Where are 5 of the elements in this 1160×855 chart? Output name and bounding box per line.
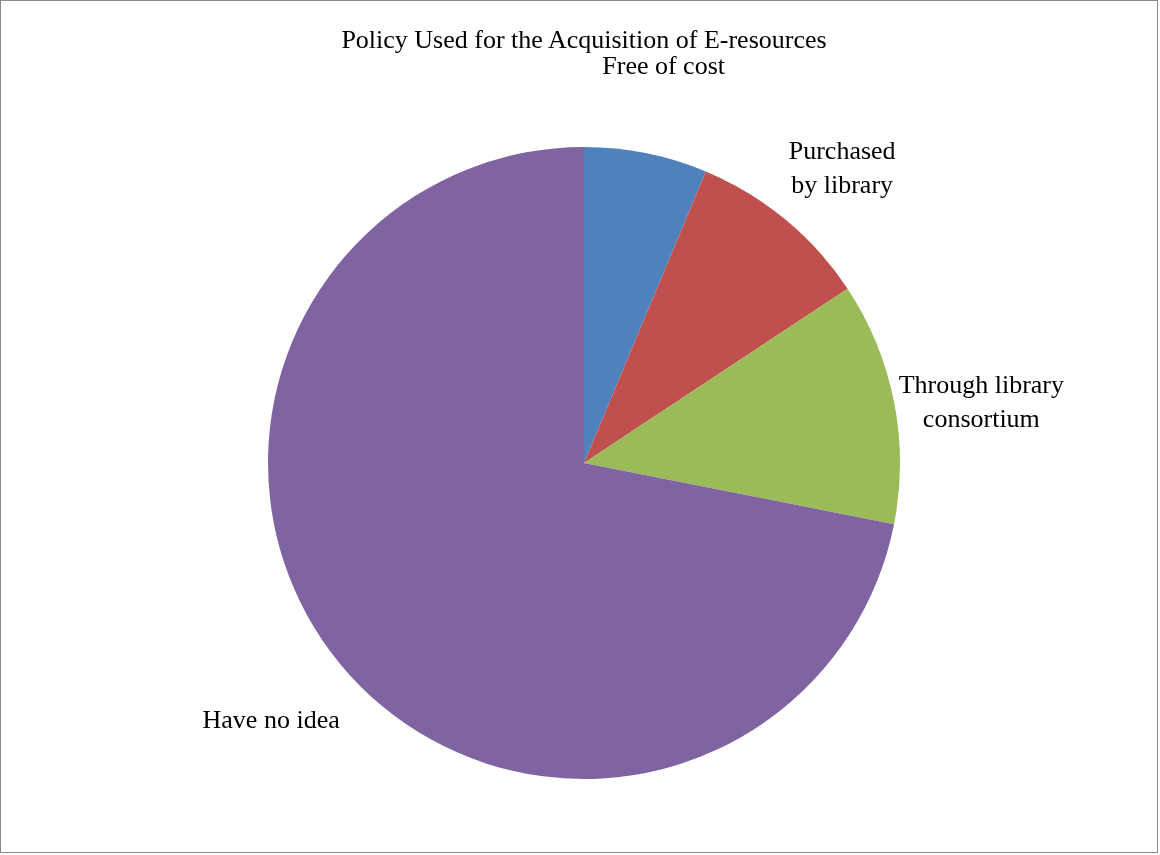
slice-label: Have no idea	[202, 705, 341, 735]
pie-slice	[584, 288, 900, 525]
slice-label: Through library consortium	[898, 369, 1065, 433]
pie-slice	[584, 147, 706, 463]
slice-label: Purchased by library	[788, 135, 896, 199]
